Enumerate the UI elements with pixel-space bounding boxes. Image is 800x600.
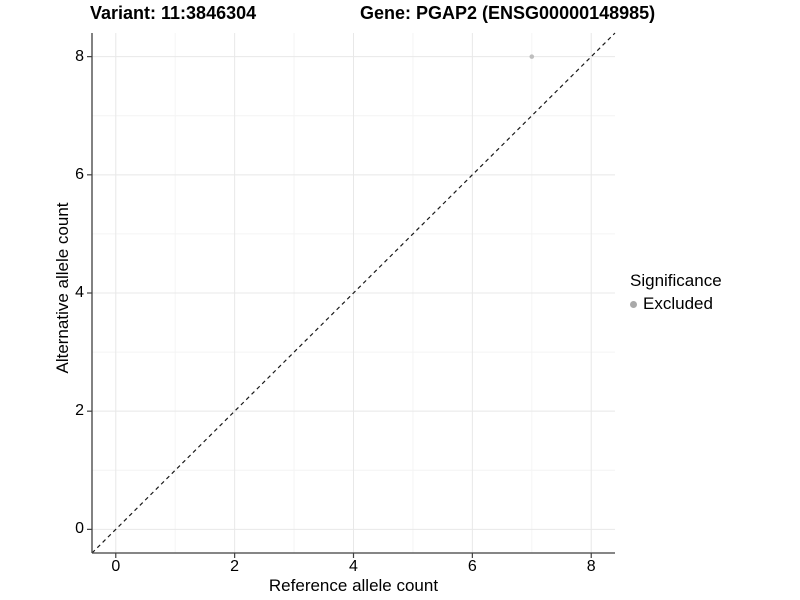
y-axis-tick-label: 4 (75, 284, 84, 301)
x-axis-tick-label: 4 (349, 558, 358, 575)
y-axis-tick-label: 2 (75, 402, 84, 420)
x-axis-tick-label: 8 (586, 558, 596, 575)
plot-title-variant: Variant: 11:3846304 (90, 3, 257, 23)
y-axis-tick-label: 6 (75, 165, 84, 183)
legend-item-label: Excluded (643, 294, 713, 313)
identity-dashed-line (91, 32, 616, 554)
plot-title-gene: Gene: PGAP2 (ENSG00000148985) (360, 3, 656, 23)
y-axis-tick-label: 0 (75, 520, 84, 538)
x-axis-tick-label: 2 (230, 558, 240, 575)
legend-item-excluded: Excluded (630, 294, 722, 314)
y-axis-tick-label: 8 (75, 47, 84, 65)
legend-marker-circle-icon (630, 300, 637, 308)
x-axis-tick-label: 6 (467, 558, 477, 575)
legend-title: Significance (630, 271, 722, 290)
data-point (529, 54, 535, 59)
legend: Significance Excluded (630, 271, 722, 314)
x-axis-title: Reference allele count (268, 576, 439, 595)
x-axis-tick-label: 0 (111, 558, 121, 575)
y-axis-title: Alternative allele count (53, 202, 72, 374)
